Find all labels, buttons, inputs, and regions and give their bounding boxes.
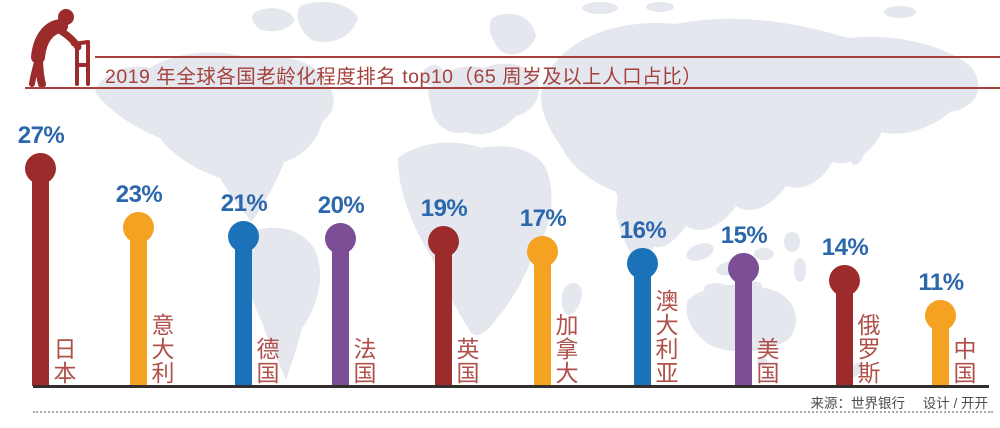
- bar-country-label: 中国: [950, 337, 976, 385]
- bar-value-label: 15%: [720, 222, 768, 249]
- bar-stick: [735, 267, 752, 386]
- designer-credit: 设计 / 开开: [922, 396, 988, 411]
- bar-stick: [534, 250, 551, 386]
- bar-stick: [634, 262, 651, 386]
- bar-knob: [829, 265, 860, 296]
- bar-country-label: 日本: [50, 337, 76, 385]
- bar-country-label: 加拿大: [552, 313, 578, 385]
- bar-knob: [728, 253, 759, 284]
- bar-value-label: 11%: [918, 269, 964, 296]
- bar-stick: [130, 226, 147, 386]
- bar-knob: [25, 153, 56, 184]
- dotted-divider: [33, 411, 993, 413]
- bar-value-label: 17%: [519, 205, 567, 232]
- page-title: 2019 年全球各国老龄化程度排名 top10（65 周岁及以上人口占比）: [105, 66, 703, 88]
- bar-knob: [527, 236, 558, 267]
- source-credit: 来源：世界银行: [810, 396, 906, 411]
- bar-stick: [836, 279, 853, 386]
- bar-knob: [925, 300, 956, 331]
- bar-knob: [123, 212, 154, 243]
- bar-country-label: 德国: [253, 337, 279, 385]
- bar-country-label: 俄罗斯: [854, 313, 880, 385]
- bar-knob: [325, 223, 356, 254]
- bar-stick: [32, 167, 49, 386]
- bar-value-label: 19%: [420, 195, 468, 222]
- elderly-person-icon: [29, 9, 90, 87]
- bar-stick: [235, 235, 252, 386]
- bar-value-label: 14%: [821, 234, 869, 261]
- bar-country-label: 澳大利亚: [652, 289, 678, 385]
- chart-baseline: [33, 385, 989, 388]
- bar-stick: [435, 240, 452, 386]
- bar-country-label: 英国: [453, 337, 479, 385]
- bar-country-label: 法国: [350, 337, 376, 385]
- bar-knob: [428, 226, 459, 257]
- bar-value-label: 21%: [220, 190, 268, 217]
- bar-stick: [332, 237, 349, 386]
- bar-value-label: 27%: [17, 122, 65, 149]
- bar-knob: [228, 221, 259, 252]
- bar-value-label: 16%: [619, 217, 667, 244]
- title-band-top-line: [95, 56, 1000, 58]
- title-band-bottom-line: [25, 87, 1000, 89]
- bar-knob: [627, 248, 658, 279]
- bar-value-label: 20%: [317, 192, 365, 219]
- bar-stick: [932, 314, 949, 386]
- bar-value-label: 23%: [115, 181, 163, 208]
- bar-country-label: 美国: [753, 337, 779, 385]
- world-map-background: [95, 2, 979, 380]
- bar-country-label: 意大利: [148, 313, 174, 385]
